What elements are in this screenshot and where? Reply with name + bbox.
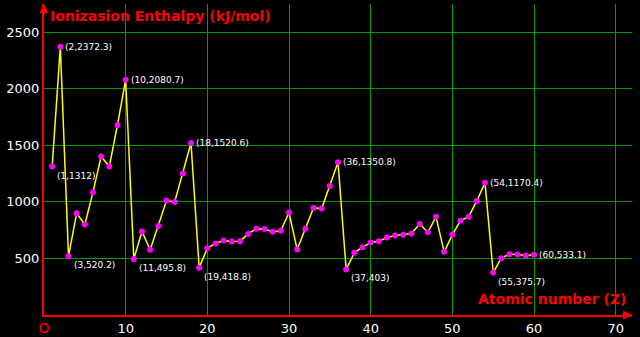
svg-text:O: O [38,320,49,336]
svg-text:500: 500 [15,251,40,266]
svg-text:(18,1520.6): (18,1520.6) [196,138,249,148]
svg-text:(55,375.7): (55,375.7) [498,277,545,287]
svg-text:(11,495.8): (11,495.8) [139,263,186,273]
svg-text:60: 60 [526,321,543,336]
svg-text:Ionizasion Enthalpy (kJ/mol): Ionizasion Enthalpy (kJ/mol) [50,8,271,24]
svg-text:70: 70 [607,321,624,336]
svg-text:(54,1170.4): (54,1170.4) [490,178,543,188]
svg-text:(60,533.1): (60,533.1) [539,250,586,260]
svg-text:(1,1312): (1,1312) [57,171,96,181]
svg-text:50: 50 [444,321,461,336]
svg-text:40: 40 [362,321,379,336]
svg-text:(36,1350.8): (36,1350.8) [343,157,396,167]
svg-text:1000: 1000 [6,194,39,209]
svg-text:(10,2080.7): (10,2080.7) [131,75,184,85]
svg-text:1500: 1500 [6,138,39,153]
svg-text:(37,403): (37,403) [351,273,390,283]
svg-text:2500: 2500 [6,25,39,40]
svg-text:2000: 2000 [6,81,39,96]
svg-text:(19,418.8): (19,418.8) [204,272,251,282]
svg-text:(3,520.2): (3,520.2) [74,260,115,270]
svg-text:Atomic number (Z): Atomic number (Z) [478,291,626,307]
svg-text:30: 30 [281,321,298,336]
svg-text:10: 10 [117,321,134,336]
svg-text:(2,2372.3): (2,2372.3) [65,42,112,52]
svg-text:20: 20 [199,321,216,336]
